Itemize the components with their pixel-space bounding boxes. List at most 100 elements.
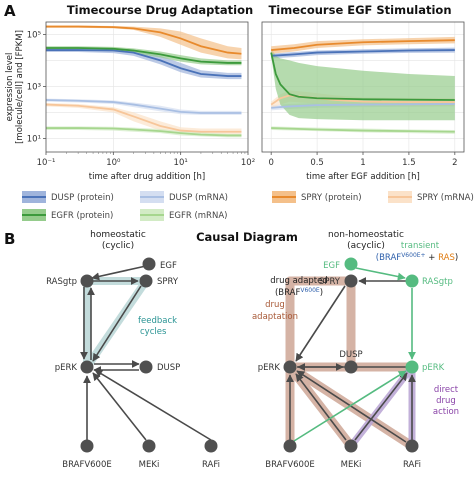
edge-spry-perk-right xyxy=(295,285,346,362)
transient-braf-sup: V600E+ xyxy=(401,252,425,259)
c1-band-spry_p xyxy=(46,25,242,60)
c2-line-dusp_p xyxy=(271,49,455,57)
chart1-y-ticks: 10¹ 10³ 10⁵ xyxy=(27,30,46,144)
c1-line-dusp_m xyxy=(45,99,242,114)
label-spry-left: SPRY xyxy=(157,277,179,287)
transient-edges xyxy=(293,267,416,442)
chart1-ylabel-line1: expression level xyxy=(5,53,15,122)
chart1-title: Timecourse Drug Adaptation xyxy=(67,3,253,17)
drug-adapted-braf-annotation: (BRAFV600E) xyxy=(275,287,323,298)
chart1-frame xyxy=(45,21,249,153)
edge-spry-perk xyxy=(92,285,142,362)
drug-adaptation-annotation-line2: adaptation xyxy=(252,312,298,322)
c2-xtick-label-0: 0 xyxy=(268,158,273,168)
label-spry-right: SPRY xyxy=(319,277,341,287)
node-braf-right xyxy=(283,439,297,453)
direct-action-annotation-line3: action xyxy=(433,407,459,417)
node-rasgtp-right xyxy=(405,274,419,288)
transient-annotation: transient xyxy=(401,241,440,251)
label-rasgtp-left: RASgtp xyxy=(46,277,77,287)
chart1-ylabel-line2: [molecule/cell] and [FPKM] xyxy=(15,30,25,144)
c1-ytick-label-2: 10⁵ xyxy=(27,30,41,40)
edge-meki-perk-right xyxy=(295,373,347,441)
node-spry-right xyxy=(344,274,358,288)
node-rafi-right xyxy=(405,439,419,453)
diagram-title: Causal Diagram xyxy=(196,230,298,244)
legend-label-dusp_m: DUSP (mRNA) xyxy=(169,193,228,203)
feedback-annotation-line2: cycles xyxy=(140,327,167,337)
chart1-xlabel: time after drug addition [h] xyxy=(89,172,205,182)
label-meki-right: MEKi xyxy=(341,460,362,470)
label-dusp-left: DUSP xyxy=(157,363,180,373)
node-dusp-right xyxy=(344,360,358,374)
node-rasgtp-left xyxy=(80,274,94,288)
c1-xtick-label-1: 10⁰ xyxy=(106,158,121,168)
label-perk2-right: pERK xyxy=(422,363,445,373)
right-header-line2: (acyclic) xyxy=(347,241,385,251)
braf-name-sup: V600E xyxy=(300,287,320,294)
panel-letter-b: B xyxy=(4,230,15,248)
label-rasgtp-right: RASgtp xyxy=(422,277,453,287)
braf-open: (BRAF xyxy=(275,288,301,298)
label-perk-left: pERK xyxy=(55,363,78,373)
c2-xtick-label-4: 2 xyxy=(452,158,457,168)
node-egf-left xyxy=(142,257,156,271)
legend-label-egfr_m: EGFR (mRNA) xyxy=(169,211,227,221)
c2-line-dusp_m xyxy=(271,103,455,109)
node-egf-right xyxy=(344,257,358,271)
label-perk-right: pERK xyxy=(258,363,281,373)
c1-line-dusp_p xyxy=(46,49,242,77)
node-perk-left xyxy=(80,360,94,374)
node-perk2-right xyxy=(405,360,419,374)
legend-label-spry_p: SPRY (protein) xyxy=(301,193,362,203)
label-meki-left: MEKi xyxy=(139,460,160,470)
c1-ytick-label-0: 10¹ xyxy=(27,134,41,144)
transient-plus: + xyxy=(426,253,439,263)
chart2-title: Timecourse EGF Stimulation xyxy=(268,3,451,17)
feedback-annotation-line1: feedback xyxy=(138,316,177,326)
edge-meki-rasgtp-perk-right xyxy=(354,372,408,441)
legend: DUSP (protein) DUSP (mRNA) SPRY (protein) S… xyxy=(22,191,474,221)
c2-xtick-label-2: 1 xyxy=(360,158,365,168)
left-edges xyxy=(80,265,212,441)
edge-rafi-perk xyxy=(94,369,212,441)
chart2-x-ticks: 0 0.5 1 1.5 2 xyxy=(268,152,458,168)
c2-line-egfr_m xyxy=(271,127,455,133)
c2-line-spry_p xyxy=(271,39,455,51)
transient-close: ) xyxy=(455,253,458,263)
direct-action-annotation-line2: drug xyxy=(436,396,456,406)
c1-xtick-label-0: 10⁻¹ xyxy=(37,158,56,168)
transient-braf: (BRAF xyxy=(376,253,402,263)
legend-label-dusp_p: DUSP (protein) xyxy=(51,193,114,203)
label-egf-right: EGF xyxy=(323,261,340,271)
c1-xtick-label-3: 10² xyxy=(241,158,255,168)
c2-line-egfr_p xyxy=(270,52,455,101)
edge-egf-rasgtp-right xyxy=(355,267,406,281)
label-braf-right: BRAFV600E xyxy=(265,460,315,470)
left-header-line2: (cyclic) xyxy=(102,241,134,251)
c1-ytick-label-1: 10³ xyxy=(27,82,41,92)
c1-line-egfr_m xyxy=(46,127,242,137)
direct-action-annotation-line1: direct xyxy=(434,385,459,395)
node-meki-left xyxy=(142,439,156,453)
c1-band-spry_m xyxy=(46,103,242,135)
node-rafi-left xyxy=(204,439,218,453)
node-spry-left xyxy=(139,274,153,288)
c1-xtick-label-2: 10¹ xyxy=(174,158,188,168)
chart2-xlabel: time after EGF addition [h] xyxy=(306,172,420,182)
edge-egf-rasgtp xyxy=(91,265,147,281)
label-braf-left: BRAFV600E xyxy=(62,460,112,470)
label-dusp-right: DUSP xyxy=(339,350,362,360)
legend-label-spry_m: SPRY (mRNA) xyxy=(417,193,474,203)
node-perk-right xyxy=(283,360,297,374)
edge-braf-perk-green xyxy=(293,370,407,442)
c2-xtick-label-1: 0.5 xyxy=(310,158,324,168)
chart1-x-ticks: 10⁻¹ 10⁰ 10¹ 10² xyxy=(37,152,255,168)
label-rafi-left: RAFi xyxy=(202,460,220,470)
node-meki-right xyxy=(344,439,358,453)
edge-rafi-perk-right xyxy=(296,370,407,443)
chart1-lines xyxy=(45,25,242,137)
c1-line-egfr_p xyxy=(46,47,242,64)
panel-letter-a: A xyxy=(4,2,16,20)
